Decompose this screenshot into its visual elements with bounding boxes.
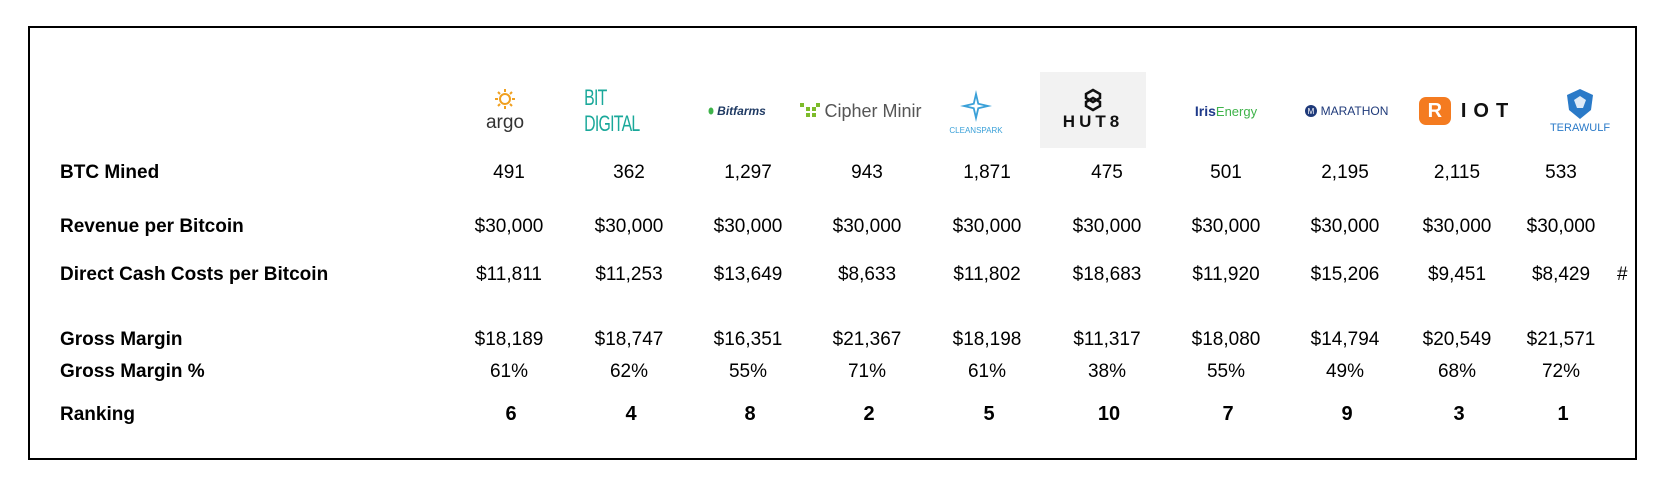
- table-cell: $11,317: [1073, 329, 1141, 350]
- riot-wordmark: R IOT: [1418, 97, 1516, 125]
- logo-text-energy: Energy: [1215, 103, 1258, 119]
- table-cell: 1,871: [963, 162, 1011, 183]
- table-cell: 68%: [1437, 361, 1477, 382]
- row-label-ranking: Ranking: [60, 404, 135, 425]
- sun-gear-icon: [495, 89, 515, 109]
- ranking-cell: 3: [1453, 403, 1465, 425]
- ranking-cell: 10: [1097, 403, 1121, 425]
- table-cell: $16,351: [713, 329, 783, 350]
- table-cell: $14,794: [1310, 329, 1380, 350]
- row-label-direct-cash-costs: Direct Cash Costs per Bitcoin: [60, 264, 329, 285]
- table-cell: $15,206: [1310, 264, 1380, 285]
- table-cell: 533: [1545, 162, 1577, 183]
- ranking-cell: 7: [1222, 403, 1234, 425]
- logo-riot: R IOT: [1408, 72, 1526, 150]
- logo-text: MARATHON: [1320, 104, 1389, 118]
- table-cell: 2,115: [1433, 162, 1481, 183]
- table-cell: 49%: [1325, 361, 1365, 382]
- table-cell: $18,747: [594, 329, 664, 350]
- logo-text: TERAWULF: [1549, 122, 1611, 134]
- logo-terawulf: TERAWULF: [1526, 72, 1634, 150]
- table-cell: 62%: [609, 361, 649, 382]
- table-cell: $30,000: [1310, 216, 1380, 237]
- logo-text-iris: Iris: [1194, 103, 1216, 119]
- logo-bitfarms: Bitfarms: [683, 72, 791, 150]
- table-cell: $11,811: [476, 264, 542, 285]
- table-cell: $18,683: [1072, 264, 1142, 285]
- table-cell: 491: [493, 162, 525, 183]
- ranking-cell: 9: [1341, 403, 1353, 425]
- table-cell: $13,649: [713, 264, 783, 285]
- table-cell: $30,000: [1191, 216, 1261, 237]
- logo-cipher-mining: Cipher Minir: [799, 72, 923, 150]
- logo-text: IOT: [1460, 99, 1516, 122]
- row-label-gross-margin: Gross Margin: [60, 329, 183, 350]
- row-label-btc-mined: BTC Mined: [60, 162, 160, 183]
- table-cell: $21,571: [1526, 329, 1596, 350]
- table-cell: 71%: [847, 361, 887, 382]
- logo-text: BIT DIGITAL: [584, 85, 640, 136]
- logo-text: CLEANSPARK: [949, 125, 1003, 135]
- table-cell: $30,000: [1072, 216, 1142, 237]
- logo-marathon: M MARATHON: [1292, 72, 1400, 150]
- table-cell: 61%: [967, 361, 1007, 382]
- leaf-icon: [708, 107, 714, 115]
- grid-dots-icon: [800, 103, 821, 117]
- logo-cleanspark: CLEANSPARK: [922, 72, 1030, 150]
- table-cell: $9,451: [1427, 264, 1487, 285]
- table-cell: 501: [1210, 162, 1242, 183]
- row-label-gross-margin-pct: Gross Margin %: [60, 361, 205, 382]
- ranking-cell: 6: [505, 403, 517, 425]
- table-cell: 943: [851, 162, 883, 183]
- table-cell: 72%: [1541, 361, 1581, 382]
- table-cell: $11,253: [595, 264, 663, 285]
- table-cell: 55%: [1206, 361, 1246, 382]
- table-cell: $30,000: [832, 216, 902, 237]
- ranking-cell: 8: [744, 403, 756, 425]
- star-spark-icon: [960, 89, 992, 122]
- logo-text: argo: [485, 112, 525, 133]
- hut8-mark-icon: [1084, 88, 1102, 112]
- table-cell: $20,549: [1422, 329, 1492, 350]
- table-cell: 2,195: [1321, 162, 1369, 183]
- table-cell: $30,000: [594, 216, 664, 237]
- logo-argo: argo: [451, 72, 559, 150]
- row-label-revenue-per-bitcoin: Revenue per Bitcoin: [60, 216, 244, 237]
- logo-hut8: HUT8: [1040, 72, 1146, 148]
- table-cell: $30,000: [713, 216, 783, 237]
- logo-iris-energy: Iris Energy: [1172, 72, 1280, 150]
- table-cell: $11,802: [953, 264, 1021, 285]
- table-cell: $30,000: [474, 216, 544, 237]
- table-cell: $8,633: [837, 264, 897, 285]
- ranking-cell: 5: [983, 403, 995, 425]
- table-cell: $30,000: [1526, 216, 1596, 237]
- marathon-m-icon: M: [1304, 105, 1317, 117]
- logo-text: Cipher Minir: [824, 100, 922, 121]
- table-cell: 475: [1091, 162, 1123, 183]
- table-frame: [28, 26, 1637, 460]
- table-cell: $30,000: [1422, 216, 1492, 237]
- ranking-cell: 2: [863, 403, 875, 425]
- table-cell: $30,000: [952, 216, 1022, 237]
- riot-badge-icon: R: [1418, 97, 1451, 125]
- table-cell: 55%: [728, 361, 768, 382]
- table-cell: $8,429: [1531, 264, 1591, 285]
- table-cell: 61%: [489, 361, 529, 382]
- table-cell: 1,297: [724, 162, 772, 183]
- logo-bit-digital: BIT DIGITAL: [569, 72, 677, 150]
- table-cell: 38%: [1087, 361, 1127, 382]
- table-cell: $21,367: [832, 329, 902, 350]
- logo-text: Bitfarms: [717, 104, 766, 118]
- table-cell: $18,198: [952, 329, 1022, 350]
- ranking-cell: 1: [1557, 403, 1569, 425]
- table-cell: $18,080: [1191, 329, 1261, 350]
- logo-text: HUT8: [1062, 112, 1124, 131]
- overflow-marker: #: [1617, 264, 1628, 285]
- svg-text:M: M: [1307, 107, 1314, 116]
- wolf-shield-icon: [1567, 89, 1593, 119]
- ranking-cell: 4: [625, 403, 637, 425]
- table-cell: $11,920: [1192, 264, 1260, 285]
- table-cell: 362: [613, 162, 645, 183]
- table-cell: $18,189: [474, 329, 544, 350]
